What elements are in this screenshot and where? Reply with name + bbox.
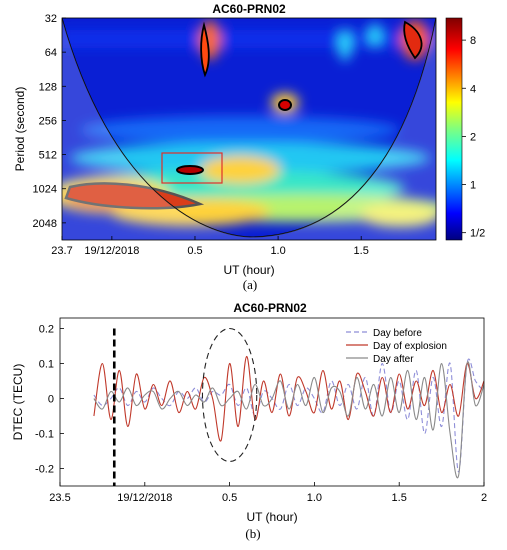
colorbar-tick-label-1-2: 1/2 [470, 228, 485, 240]
chart-a-title: AC60-PRN02 [212, 2, 286, 16]
highlight-box [161, 152, 223, 184]
colorbar-tick-label-2: 2 [470, 131, 476, 143]
chart-a-ticks: 23.7 19/12/2018 0.5 1.0 1.5 32 64 128 256 512 1024… [33, 13, 369, 257]
chart-b-xtick-label-1-0: 1.0 [307, 492, 322, 504]
colorbar-tick-label-8: 8 [470, 35, 476, 47]
colorbar-tick-label-4: 4 [470, 83, 476, 95]
chart-b-xtick-label-2: 2 [481, 492, 487, 504]
colorbar [445, 17, 463, 241]
chart-b-xtick-label-23-5: 23.5 [49, 492, 70, 504]
chart-a-ytick-label-1024: 1024 [33, 184, 57, 196]
colorbar-tick-label-1: 1 [470, 180, 476, 192]
chart-b-xlabel: UT (hour) [246, 510, 297, 524]
cone-shade-right [250, 18, 436, 240]
chart-b-subcaption: (b) [245, 526, 260, 541]
cone-of-influence [62, 18, 436, 238]
line-plot-area [93, 327, 484, 486]
contour-256s [278, 99, 292, 111]
chart-b-xtick-label-19-12-2018: 19/12/2018 [117, 492, 172, 504]
chart-a-xtick-label-1-0: 1.0 [270, 245, 285, 257]
chart-a-xlabel: UT (hour) [223, 263, 274, 277]
legend-label-day-of-explosion: Day of explosion [373, 341, 447, 352]
legend-label-day-before: Day before [373, 328, 422, 339]
chart-b-ytick-label-0-2: -0.2 [35, 464, 54, 476]
series-line-day-before [93, 358, 484, 473]
chart-b-xtick-label-0-5: 0.5 [222, 492, 237, 504]
contour-main-event [176, 165, 204, 175]
chart-a-ytick-label-32: 32 [45, 13, 57, 25]
heatmap-plot-area [62, 18, 436, 240]
chart-a-xtick-label-0-5: 0.5 [187, 245, 202, 257]
colorbar-ticks: 8 4 2 1 1/2 [462, 35, 485, 240]
highlight-ellipse [201, 327, 258, 463]
chart-b-ytick-label-0-1: -0.1 [35, 429, 54, 441]
chart-a-ytick-label-2048: 2048 [33, 218, 57, 230]
chart-b-xtick-label-1-5: 1.5 [392, 492, 407, 504]
cone-shade-left [62, 18, 250, 240]
chart-b-ytick-label-0-1: 0.1 [39, 359, 54, 371]
chart-a-ytick-label-128: 128 [39, 81, 57, 93]
chart-b-ticks: 23.5 19/12/2018 0.5 1.0 1.5 2 0.2 0.1 0 -0.1 -0.2 [35, 324, 487, 505]
chart-a-xtick-label-1-5: 1.5 [354, 245, 369, 257]
chart-b-ylabel: DTEC (TECU) [11, 364, 25, 441]
chart-a-xtick-label-19-12-2018: 19/12/2018 [84, 245, 139, 257]
chart-b-ytick-label-0: 0 [48, 394, 54, 406]
chart-a-ytick-label-512: 512 [39, 150, 57, 162]
chart-a-ytick-label-256: 256 [39, 115, 57, 127]
series-line-day-after [93, 361, 484, 479]
contour-long-period [64, 182, 205, 210]
series-line-day-of-explosion [93, 355, 484, 442]
chart-b-ytick-label-0-2: 0.2 [39, 324, 54, 336]
contour-32s-b [403, 20, 423, 60]
line-plot-frame [59, 317, 485, 487]
chart-a-ylabel: Period (second) [13, 87, 27, 172]
legend-label-day-after: Day after [373, 354, 414, 365]
heatmap-frame [61, 17, 437, 241]
chart-a-xtick-label-23-7: 23.7 [51, 245, 72, 257]
chart-a-subcaption: (a) [243, 277, 257, 292]
chart-b-title: AC60-PRN02 [233, 301, 307, 315]
legend: Day before Day of explosion Day after [346, 328, 447, 365]
chart-a-ytick-label-64: 64 [45, 47, 57, 59]
contour-32s-a [200, 21, 210, 78]
